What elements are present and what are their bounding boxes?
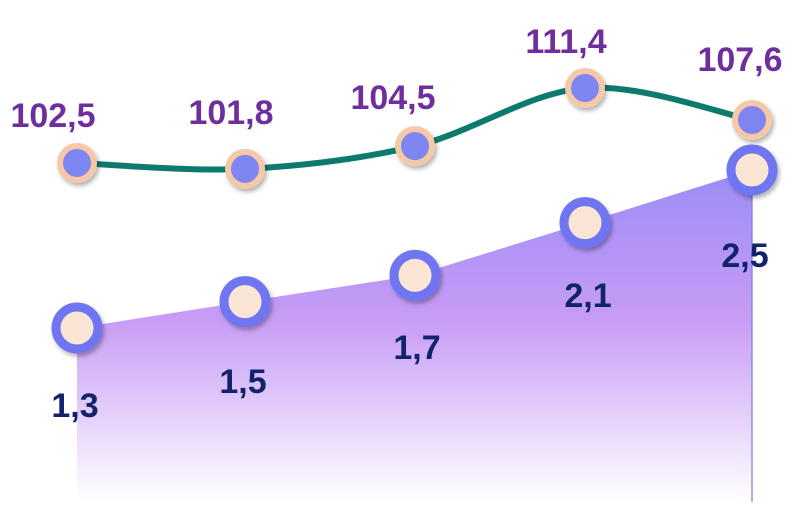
line-data-label: 102,5	[10, 97, 95, 135]
line-point	[57, 143, 97, 183]
line-point	[732, 100, 772, 141]
line-data-label: 107,6	[697, 41, 782, 79]
line-data-label: 104,5	[350, 79, 435, 117]
area-data-label: 1,3	[51, 387, 98, 425]
line-series	[57, 68, 772, 189]
line-data-label: 101,8	[188, 94, 273, 132]
data-labels: 102,5 101,8 104,5 111,4 107,6 1,3 1,5 1,7 2,1 2,5	[10, 23, 782, 425]
area-point	[726, 144, 778, 196]
area-point	[559, 197, 611, 249]
area-data-label: 1,7	[393, 329, 440, 367]
line-point	[395, 126, 435, 167]
line-point	[565, 68, 605, 108]
area-data-label: 2,5	[721, 237, 768, 275]
area-point	[219, 276, 271, 328]
line-data-label: 111,4	[525, 23, 606, 61]
area-fill	[77, 170, 752, 502]
area-point	[51, 302, 103, 354]
line-point	[225, 148, 265, 189]
area-series	[51, 144, 778, 502]
area-point	[389, 249, 441, 301]
area-data-label: 2,1	[564, 277, 611, 315]
area-data-label: 1,5	[219, 363, 266, 401]
